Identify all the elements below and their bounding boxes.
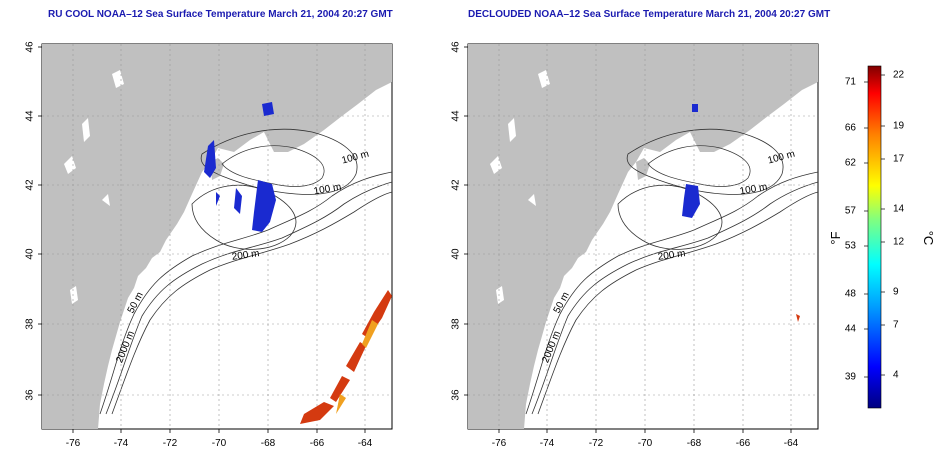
colorbar-f-tick: 53 bbox=[845, 241, 857, 252]
colorbar-f-tick: 48 bbox=[845, 289, 857, 300]
colorbar-c-tick: 7 bbox=[893, 320, 899, 331]
colorbar-f-tick: 71 bbox=[845, 77, 857, 88]
left-gridlines bbox=[42, 44, 392, 429]
left-map-title: RU COOL NOAA–12 Sea Surface Temperature … bbox=[48, 9, 393, 20]
right-warm-sst-patches bbox=[796, 314, 800, 322]
colorbar-c-tick: 19 bbox=[893, 121, 905, 132]
right-x-tick-label: -66 bbox=[736, 438, 751, 449]
right-x-tick-label: -72 bbox=[589, 438, 604, 449]
right-y-tick-label: 42 bbox=[451, 179, 462, 191]
left-map bbox=[41, 43, 393, 430]
left-x-tick-label: -76 bbox=[66, 438, 81, 449]
colorbar-c-tick: 9 bbox=[893, 287, 899, 298]
left-x-tick-label: -74 bbox=[114, 438, 129, 449]
colorbar-c-tick: 17 bbox=[893, 154, 905, 165]
right-gridlines bbox=[468, 44, 818, 429]
left-x-tick-label: -64 bbox=[358, 438, 373, 449]
left-y-tick-label: 36 bbox=[25, 389, 36, 401]
colorbar-fahrenheit-label: °F bbox=[828, 231, 843, 244]
colorbar-c-tick: 12 bbox=[893, 237, 905, 248]
colorbar-celsius-label: °C bbox=[921, 231, 936, 246]
left-mid-sst-patches bbox=[336, 320, 378, 414]
axis-ticks-layer: -76 -74 -72 -70 -68 -66 -64 36 38 40 42 44 46 -76 -74 -… bbox=[25, 41, 799, 449]
right-x-tick-label: -68 bbox=[687, 438, 702, 449]
colorbar-f-tick: 44 bbox=[845, 324, 857, 335]
right-y-tick-label: 36 bbox=[451, 389, 462, 401]
right-x-tick-label: -64 bbox=[784, 438, 799, 449]
colorbar-c-tick: 14 bbox=[893, 204, 905, 215]
left-y-tick-label: 38 bbox=[25, 318, 36, 330]
colorbar-f-tick: 39 bbox=[845, 372, 857, 383]
left-y-tick-label: 40 bbox=[25, 248, 36, 260]
left-y-tick-label: 44 bbox=[25, 110, 36, 122]
right-map bbox=[467, 43, 819, 430]
colorbar-c-tick: 4 bbox=[893, 370, 899, 381]
right-cold-sst-patches bbox=[682, 104, 700, 218]
right-contour-label: 200 m bbox=[657, 248, 686, 263]
left-y-tick-label: 42 bbox=[25, 179, 36, 191]
right-x-tick-label: -76 bbox=[492, 438, 507, 449]
colorbar-f-tick: 66 bbox=[845, 123, 857, 134]
right-y-tick-label: 40 bbox=[451, 248, 462, 260]
right-x-tick-label: -70 bbox=[638, 438, 653, 449]
colorbar bbox=[867, 65, 882, 409]
right-map-title: DECLOUDED NOAA–12 Sea Surface Temperatur… bbox=[468, 9, 831, 20]
right-contour-label: 100 m bbox=[739, 182, 768, 198]
left-y-tick-label: 46 bbox=[25, 41, 36, 53]
left-contour-label: 200 m bbox=[231, 248, 260, 263]
left-x-tick-label: -72 bbox=[163, 438, 178, 449]
left-contour-label: 100 m bbox=[313, 182, 342, 198]
left-cold-sst-patches bbox=[204, 102, 276, 232]
colorbar-f-tick: 62 bbox=[845, 158, 857, 169]
right-y-tick-label: 46 bbox=[451, 41, 462, 53]
left-x-tick-label: -68 bbox=[261, 438, 276, 449]
right-x-tick-label: -74 bbox=[540, 438, 555, 449]
right-y-tick-label: 44 bbox=[451, 110, 462, 122]
colorbar-f-tick: 57 bbox=[845, 206, 857, 217]
right-y-tick-label: 38 bbox=[451, 318, 462, 330]
left-x-tick-label: -66 bbox=[310, 438, 325, 449]
colorbar-c-tick: 22 bbox=[893, 70, 905, 81]
colorbar-ramp bbox=[867, 65, 882, 409]
left-x-tick-label: -70 bbox=[212, 438, 227, 449]
